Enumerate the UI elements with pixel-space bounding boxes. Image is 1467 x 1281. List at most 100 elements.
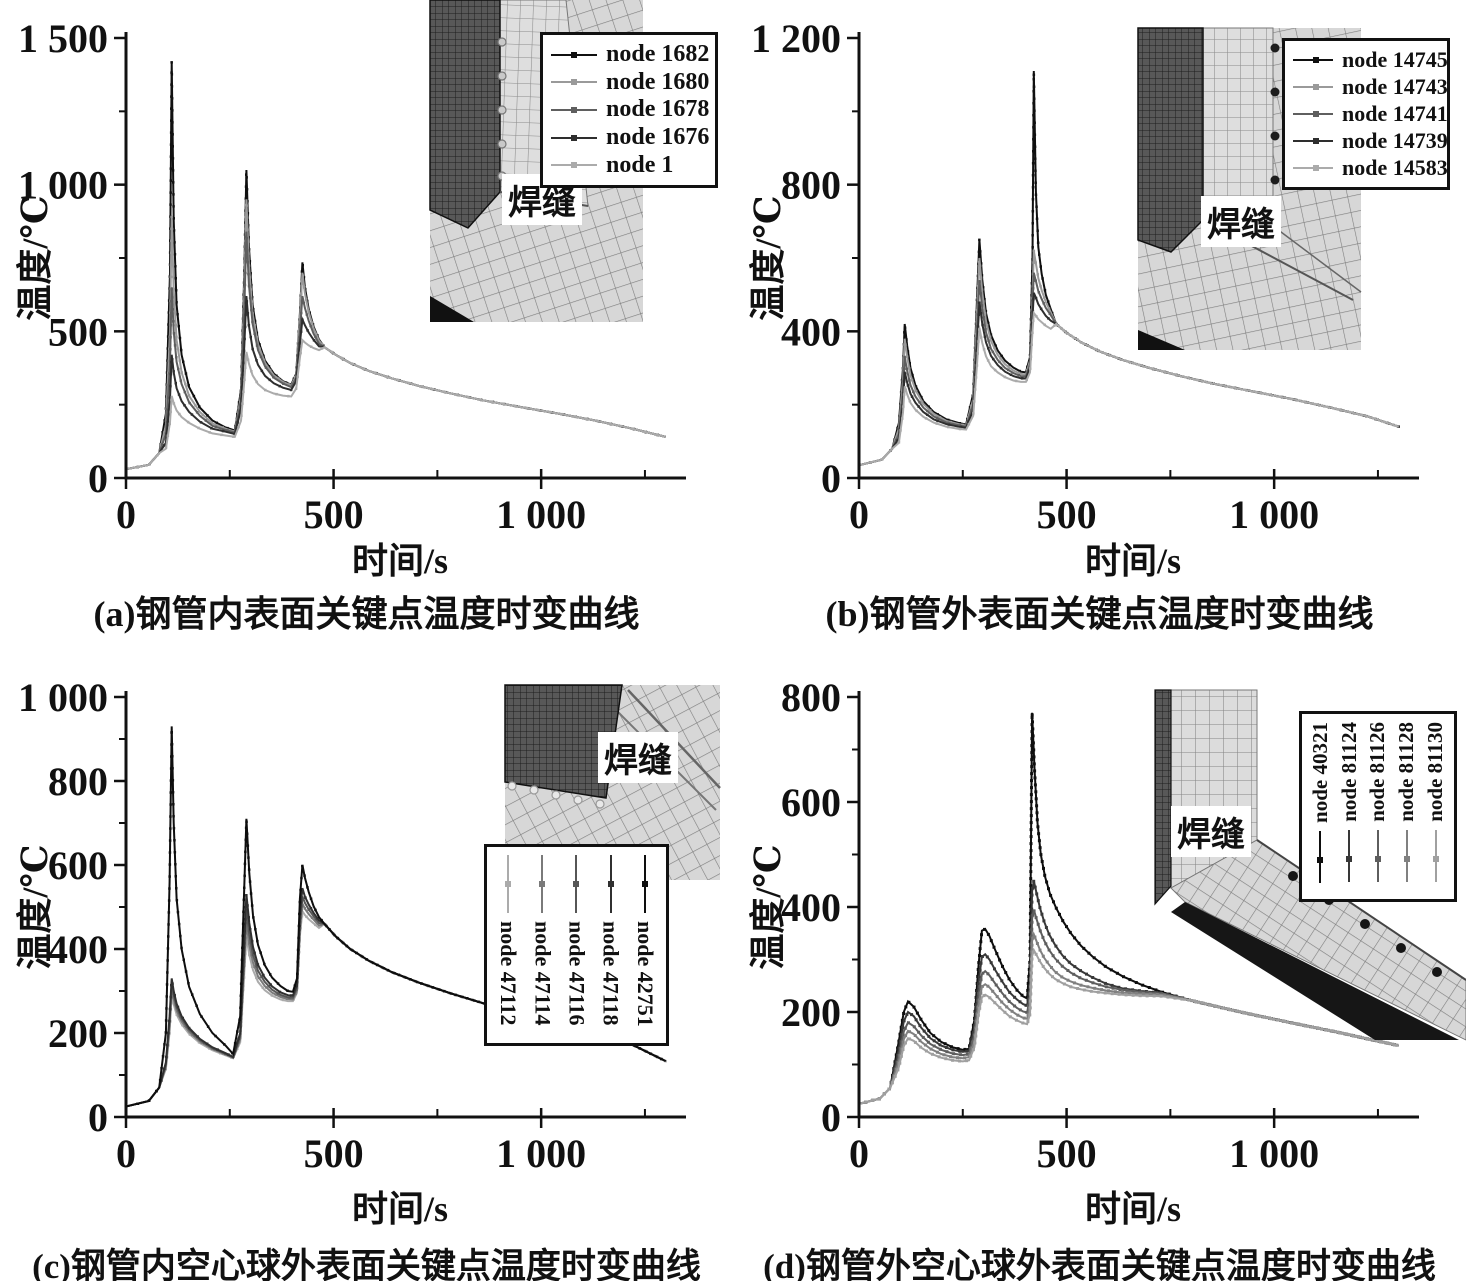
series-marker (1062, 955, 1066, 959)
series-marker (1118, 988, 1122, 991)
series-marker (171, 121, 174, 124)
series-marker (182, 360, 185, 364)
series-marker (977, 992, 981, 996)
series-marker (945, 1050, 949, 1054)
series-marker (1030, 737, 1034, 741)
series-marker (1000, 1000, 1004, 1004)
legend-label: node 14583 (1342, 154, 1448, 180)
y-tick-label: 500 (48, 309, 108, 354)
series-marker (173, 344, 177, 347)
series-marker (351, 362, 355, 366)
series-marker (1103, 991, 1107, 995)
series-marker (896, 426, 899, 430)
series-marker (167, 311, 171, 314)
series-marker (301, 339, 304, 343)
series-marker (949, 420, 953, 424)
series-marker (166, 359, 169, 362)
series-marker (514, 404, 517, 408)
series-marker (1000, 354, 1003, 358)
series-marker (924, 1049, 928, 1053)
series-marker (958, 424, 961, 427)
y-axis-title: 温度/℃ (15, 844, 55, 970)
series-marker (1221, 1006, 1225, 1010)
series-marker (169, 263, 173, 267)
series-marker (1031, 287, 1035, 290)
series-marker (1103, 352, 1107, 355)
legend-label: node 14741 (1342, 100, 1448, 126)
legend-line-sample (1403, 829, 1410, 882)
series-marker (998, 958, 1002, 962)
series-marker (905, 355, 909, 358)
series-marker (177, 324, 180, 328)
series-marker (275, 392, 278, 396)
series-marker (240, 989, 244, 993)
series-marker (1371, 417, 1375, 420)
series-marker (959, 425, 962, 429)
series-marker (336, 936, 339, 940)
series-marker (244, 227, 247, 231)
series-marker (1089, 989, 1093, 993)
legend-label: node 1 (606, 151, 674, 178)
series-marker (246, 904, 249, 907)
series-marker (978, 238, 981, 242)
series-marker (990, 977, 994, 981)
x-axis-title: 时间/s (1084, 1189, 1181, 1229)
series-marker (431, 986, 434, 989)
series-marker (1047, 307, 1051, 310)
series-marker (243, 295, 246, 299)
legend-marker (505, 881, 512, 887)
series-marker (305, 313, 309, 316)
series-marker (1073, 965, 1077, 969)
series-marker (1031, 309, 1035, 313)
series-marker (1152, 994, 1156, 998)
series-marker (903, 372, 907, 375)
series-marker (1131, 993, 1135, 997)
series-marker (188, 401, 191, 405)
series-marker (932, 1039, 936, 1043)
series-marker (1138, 363, 1141, 367)
series-marker (1147, 986, 1151, 989)
series-marker (169, 251, 173, 255)
series-marker (302, 301, 306, 305)
series-marker (184, 372, 188, 375)
series-marker (167, 323, 170, 326)
series-marker (199, 421, 203, 424)
series-marker (956, 1047, 960, 1051)
series-marker (1289, 1021, 1293, 1025)
series-marker (166, 395, 170, 399)
series-marker (1022, 1016, 1026, 1020)
legend-line-sample (1293, 110, 1333, 117)
series-marker (1031, 913, 1035, 917)
series-marker (301, 318, 304, 321)
series-marker (899, 429, 902, 432)
series-marker (165, 983, 169, 986)
series-marker (296, 948, 300, 952)
legend-marker (573, 881, 580, 887)
series-marker (236, 1030, 239, 1033)
series-marker (980, 304, 984, 307)
series-marker (244, 826, 248, 830)
series-marker (1201, 1001, 1204, 1005)
series-marker (1122, 975, 1125, 979)
series-marker (1039, 265, 1042, 268)
series-marker (240, 958, 244, 962)
series-marker (249, 892, 253, 895)
series-marker (176, 910, 180, 914)
series-marker (221, 429, 225, 433)
series-marker (303, 874, 306, 877)
series-marker (1120, 991, 1124, 994)
series-marker (981, 286, 985, 289)
series-marker (196, 1035, 199, 1038)
series-marker (1026, 1004, 1030, 1008)
series-marker (245, 173, 248, 176)
series-marker (907, 1037, 911, 1041)
series-marker (1032, 126, 1035, 129)
series-marker (1028, 912, 1032, 916)
series-marker (309, 324, 312, 328)
series-marker (1098, 983, 1102, 987)
series-marker (1007, 977, 1011, 981)
series-marker (257, 976, 261, 980)
series-marker (1031, 936, 1035, 940)
series-marker (985, 955, 989, 959)
series-marker (972, 412, 975, 415)
